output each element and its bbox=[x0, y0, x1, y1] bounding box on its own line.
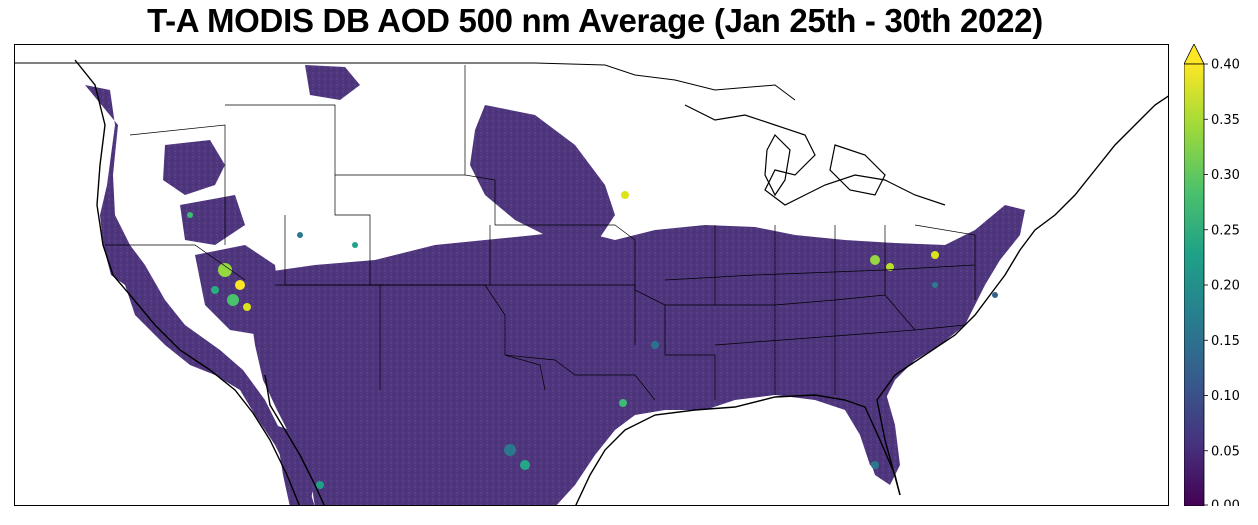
aod-data-layer bbox=[85, 65, 1025, 505]
colorbar-extend-arrow bbox=[1183, 43, 1205, 65]
chart-title: T-A MODIS DB AOD 500 nm Average (Jan 25t… bbox=[147, 2, 1043, 39]
colorbar-tick-label: 0.00 bbox=[1211, 499, 1240, 507]
boundary-lines bbox=[15, 59, 1168, 505]
colorbar-tick-label: 0.35 bbox=[1211, 113, 1240, 128]
colorbar-tick-label: 0.20 bbox=[1211, 279, 1240, 294]
colorbar-bar bbox=[1183, 63, 1205, 507]
aod-map bbox=[14, 44, 1169, 506]
map-canvas bbox=[15, 59, 1168, 505]
colorbar-tick-label: 0.15 bbox=[1211, 334, 1240, 349]
colorbar: 0.00 0.05 0.10 0.15 0.20 0.25 0.30 0.35 0.40 bbox=[1183, 43, 1256, 514]
colorbar-tick-label: 0.05 bbox=[1211, 444, 1240, 459]
state-lines bbox=[105, 65, 976, 401]
colorbar-tick-label: 0.10 bbox=[1211, 389, 1240, 404]
aod-hotspots bbox=[187, 191, 998, 489]
colorbar-tick-label: 0.40 bbox=[1211, 58, 1240, 73]
colorbar-ticks: 0.00 0.05 0.10 0.15 0.20 0.25 0.30 0.35 0.40 bbox=[1204, 58, 1240, 514]
colorbar-svg: 0.00 0.05 0.10 0.15 0.20 0.25 0.30 0.35 0.40 bbox=[1183, 43, 1240, 514]
colorbar-tick-label: 0.30 bbox=[1211, 168, 1240, 183]
colorbar-tick-label: 0.25 bbox=[1211, 223, 1240, 238]
